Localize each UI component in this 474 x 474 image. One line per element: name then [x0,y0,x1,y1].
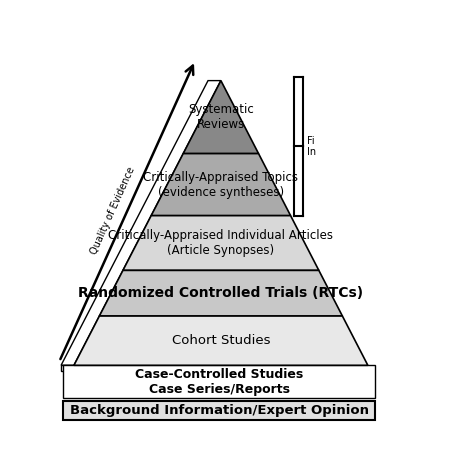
Polygon shape [123,216,319,270]
Text: Fi
In: Fi In [307,136,316,157]
Text: Quality of Evidence: Quality of Evidence [89,166,137,256]
Polygon shape [100,270,342,316]
Polygon shape [183,81,258,154]
Bar [63,365,375,398]
Polygon shape [74,316,368,365]
Polygon shape [61,81,221,365]
Text: Background Information/Expert Opinion: Background Information/Expert Opinion [70,404,369,417]
Polygon shape [61,365,74,371]
Text: Critically-Appraised Topics
(evidence syntheses): Critically-Appraised Topics (evidence sy… [143,171,299,199]
Text: Cohort Studies: Cohort Studies [172,334,270,347]
Text: Systematic
Reviews: Systematic Reviews [188,103,254,131]
Polygon shape [151,154,291,216]
Text: Case-Controlled Studies
Case Series/Reports: Case-Controlled Studies Case Series/Repo… [135,368,303,396]
Text: Randomized Controlled Trials (RTCs): Randomized Controlled Trials (RTCs) [78,286,364,300]
Text: Critically-Appraised Individual Articles
(Article Synopses): Critically-Appraised Individual Articles… [109,229,333,257]
Bar [63,401,375,420]
